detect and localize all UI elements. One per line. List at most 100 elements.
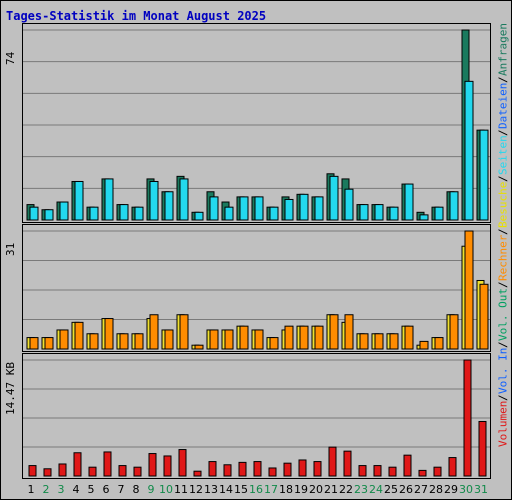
x-tick-label-day-3: 3 [57, 483, 65, 496]
legend-separator: / [496, 75, 510, 83]
bar-rechner-day-26 [404, 325, 414, 350]
bar-dateien-day-9 [149, 180, 159, 221]
x-tick-label-day-22: 22 [339, 483, 353, 496]
bar-rechner-day-20 [314, 325, 324, 350]
x-tick-label-day-9: 9 [147, 483, 155, 496]
legend-separator: / [496, 281, 510, 288]
x-tick-label-day-26: 26 [399, 483, 413, 496]
bar-volumen-day-10 [163, 455, 172, 477]
bar-volumen-day-31 [478, 420, 487, 477]
bar-volumen-day-28 [433, 466, 442, 477]
bar-rechner-day-30 [464, 230, 474, 350]
bar-dateien-day-25 [389, 206, 399, 221]
bar-rechner-day-12 [194, 344, 204, 350]
bar-dateien-day-4 [74, 180, 84, 221]
bar-dateien-day-24 [374, 204, 384, 221]
bar-rechner-day-28 [434, 337, 444, 350]
bar-rechner-day-19 [299, 325, 309, 350]
legend-dateien: Dateien [496, 82, 510, 129]
x-tick-label-day-11: 11 [174, 483, 188, 496]
bar-dateien-day-10 [164, 191, 174, 221]
bar-volumen-day-5 [88, 466, 97, 477]
bar-rechner-day-1 [29, 337, 39, 350]
bar-volumen-day-29 [448, 457, 457, 477]
bar-rechner-day-31 [479, 283, 489, 350]
bar-dateien-day-2 [44, 209, 54, 221]
bar-rechner-day-22 [344, 314, 354, 350]
middle-panel-ymax-label: 31 [4, 242, 17, 256]
x-tick-label-day-27: 27 [414, 483, 428, 496]
x-tick-label-day-30: 30 [459, 483, 473, 496]
chart-title: Tages-Statistik im Monat August 2025 [6, 9, 267, 23]
x-tick-label-day-17: 17 [264, 483, 278, 496]
bar-rechner-day-29 [449, 314, 459, 350]
bar-dateien-day-6 [104, 178, 114, 221]
bar-volumen-day-7 [118, 465, 127, 477]
x-tick-label-day-31: 31 [474, 483, 488, 496]
x-axis-day-labels: 1 2 3 4 5 6 7 8 9 10 11 12 13 14 15 16 17 18 19 20 21 22 23 24 2… [22, 483, 491, 497]
bar-dateien-day-1 [29, 206, 39, 221]
visits-hosts-panel [22, 224, 491, 352]
legend-separator: / [496, 228, 510, 235]
bar-dateien-day-14 [224, 206, 234, 221]
x-tick-label-day-7: 7 [117, 483, 125, 496]
bar-dateien-day-20 [314, 196, 324, 221]
bar-volumen-day-26 [403, 454, 412, 477]
bar-volumen-day-4 [73, 452, 82, 477]
bar-volumen-day-18 [283, 462, 292, 477]
legend-besuche: Besuche [496, 181, 510, 229]
legend-volumen: Volumen [496, 400, 510, 447]
bar-dateien-day-18 [284, 198, 294, 221]
bar-volumen-day-20 [313, 461, 322, 477]
legend-vol-out: Vol. Out [496, 287, 510, 341]
bar-rechner-day-9 [149, 314, 159, 350]
bar-rechner-day-10 [164, 329, 174, 350]
bar-volumen-day-15 [238, 461, 247, 477]
legend-rechner: Rechner [496, 234, 510, 282]
bar-rechner-day-21 [329, 314, 339, 350]
bar-dateien-day-3 [59, 201, 69, 221]
x-tick-label-day-2: 2 [42, 483, 50, 496]
bar-volumen-day-17 [268, 467, 277, 477]
bar-volumen-day-24 [373, 465, 382, 477]
legend-separator: / [496, 393, 510, 401]
bar-volumen-day-9 [148, 453, 157, 477]
bar-dateien-day-8 [134, 206, 144, 221]
bar-rechner-day-2 [44, 337, 54, 350]
bar-volumen-day-6 [103, 451, 112, 477]
legend-separator: / [496, 128, 510, 136]
bar-rechner-day-16 [254, 329, 264, 350]
bar-dateien-day-23 [359, 204, 369, 221]
bar-volumen-day-13 [208, 461, 217, 477]
bar-rechner-day-13 [209, 329, 219, 350]
bar-volumen-day-27 [418, 469, 427, 477]
x-tick-label-day-24: 24 [369, 483, 383, 496]
legend-seiten: Seiten [496, 135, 510, 176]
volume-chart [23, 359, 490, 477]
legend: Volumen / Vol. In / Vol. Out / Rechner /… [495, 23, 511, 479]
x-tick-label-day-23: 23 [354, 483, 368, 496]
legend-vol-in: Vol. In [496, 347, 510, 394]
x-tick-label-day-25: 25 [384, 483, 398, 496]
bar-rechner-day-5 [89, 333, 99, 350]
bar-rechner-day-7 [119, 333, 129, 350]
requests-files-chart [23, 29, 490, 221]
requests-files-panel [22, 23, 491, 223]
x-tick-label-day-19: 19 [294, 483, 308, 496]
bar-volumen-day-2 [43, 468, 52, 477]
bar-dateien-day-15 [239, 196, 249, 221]
x-tick-label-day-29: 29 [444, 483, 458, 496]
bar-rechner-day-27 [419, 340, 429, 350]
bar-dateien-day-13 [209, 196, 219, 221]
bar-volumen-day-19 [298, 459, 307, 477]
x-tick-label-day-1: 1 [27, 483, 35, 496]
bar-volumen-day-8 [133, 466, 142, 477]
bar-rechner-day-15 [239, 325, 249, 350]
bar-volumen-day-25 [388, 466, 397, 477]
bar-volumen-day-16 [253, 461, 262, 477]
bar-dateien-day-7 [119, 204, 129, 221]
x-tick-label-day-10: 10 [159, 483, 173, 496]
bar-volumen-day-23 [358, 465, 367, 477]
x-tick-label-day-18: 18 [279, 483, 293, 496]
